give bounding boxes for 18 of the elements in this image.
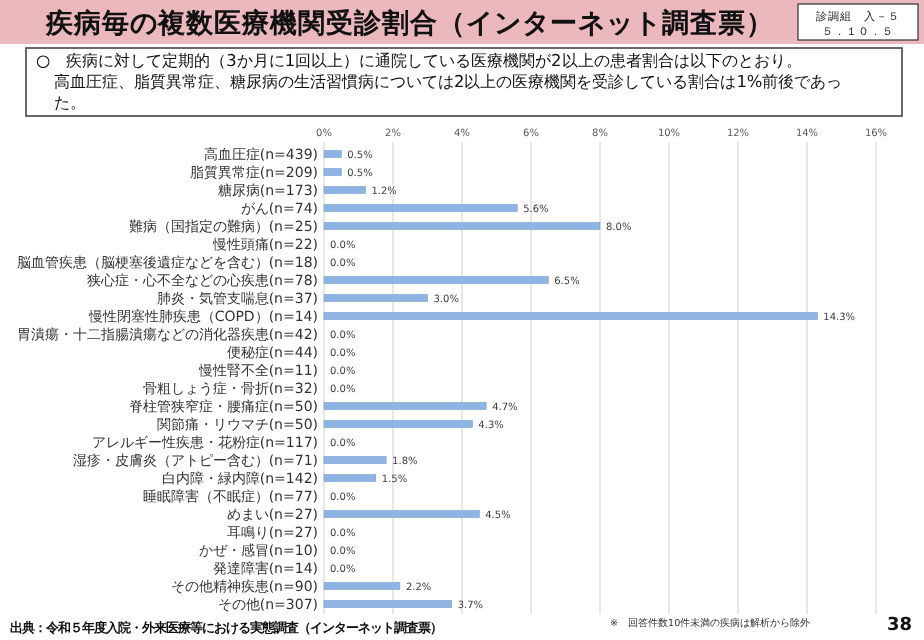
bar (323, 510, 480, 518)
chart-subtitle: ○ 疾病に対して定期的（3か月に1回以上）に通院している医療機関が2以上の患者割合は以下のとおり。高血圧症、脂質異常症、糖尿病の生活習慣病については2以上の医療機関を受診している割合は1%前後であった。 (36, 50, 843, 112)
bar (323, 150, 342, 158)
bar (323, 600, 452, 608)
bar (323, 456, 387, 464)
bar (323, 204, 518, 212)
bar (323, 222, 601, 230)
chart-title: 疾病毎の複数医療機関受診割合（インターネット調査票） (44, 6, 774, 40)
text: 38 (886, 616, 912, 636)
bar (323, 312, 818, 320)
bar (323, 474, 377, 482)
bar (323, 294, 428, 302)
bar (323, 402, 487, 410)
bar (323, 168, 342, 176)
bar (323, 420, 473, 428)
bar (323, 186, 366, 194)
bar (323, 582, 401, 590)
bar (323, 276, 549, 284)
